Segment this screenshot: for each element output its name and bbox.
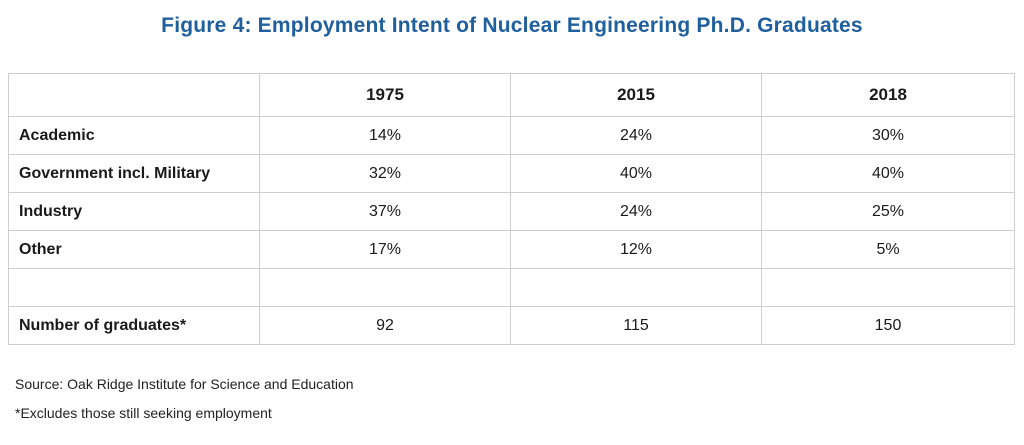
table-row-empty (8, 268, 1015, 307)
row-label: Number of graduates* (8, 306, 260, 345)
table-cell: 17% (259, 230, 511, 269)
header-cell-empty (8, 73, 260, 117)
table-cell: 14% (259, 116, 511, 155)
row-label: Government incl. Military (8, 154, 260, 193)
figure-title: Figure 4: Employment Intent of Nuclear E… (161, 14, 863, 37)
employment-table: 1975 2015 2018 Academic 14% 24% 30% Gove… (8, 73, 1015, 345)
table-cell: 92 (259, 306, 511, 345)
header-cell-2018: 2018 (761, 73, 1015, 117)
table-cell (510, 268, 762, 307)
table-cell: 150 (761, 306, 1015, 345)
row-label: Academic (8, 116, 260, 155)
table-cell (259, 268, 511, 307)
row-label: Other (8, 230, 260, 269)
table-row: Government incl. Military 32% 40% 40% (8, 154, 1015, 193)
table-row-total: Number of graduates* 92 115 150 (8, 306, 1015, 345)
row-label (8, 268, 260, 307)
table-cell: 24% (510, 116, 762, 155)
table-cell: 30% (761, 116, 1015, 155)
table-cell: 24% (510, 192, 762, 231)
table-cell: 40% (510, 154, 762, 193)
header-cell-1975: 1975 (259, 73, 511, 117)
table-cell: 25% (761, 192, 1015, 231)
table-cell: 40% (761, 154, 1015, 193)
table-cell: 37% (259, 192, 511, 231)
row-label: Industry (8, 192, 260, 231)
table-cell: 12% (510, 230, 762, 269)
table-cell: 115 (510, 306, 762, 345)
footnote: *Excludes those still seeking employment (15, 405, 272, 421)
table-row: Academic 14% 24% 30% (8, 116, 1015, 155)
table-row: Industry 37% 24% 25% (8, 192, 1015, 231)
header-cell-2015: 2015 (510, 73, 762, 117)
table-header-row: 1975 2015 2018 (8, 73, 1015, 117)
table-cell (761, 268, 1015, 307)
table-cell: 32% (259, 154, 511, 193)
source-note: Source: Oak Ridge Institute for Science … (15, 376, 354, 392)
table-cell: 5% (761, 230, 1015, 269)
table-row: Other 17% 12% 5% (8, 230, 1015, 269)
